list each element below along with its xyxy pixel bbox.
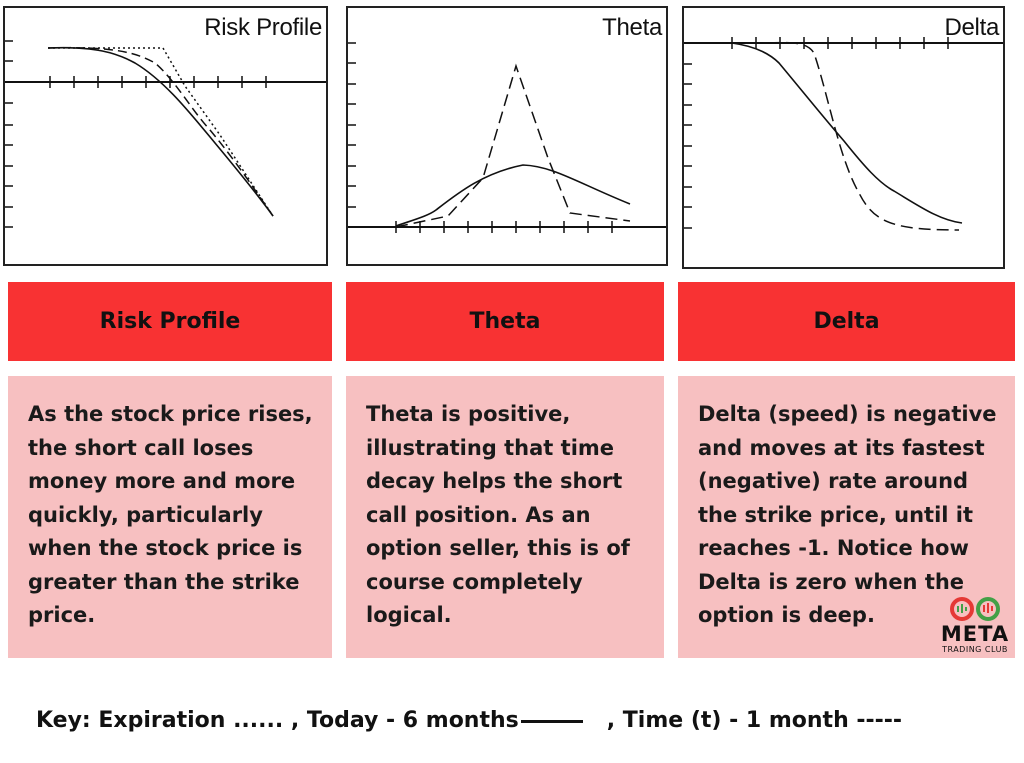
risk-profile-header: Risk Profile [8,282,332,361]
key-prefix: Key: Expiration ...... , Today - 6 month… [36,708,519,733]
theta-chart: Theta [346,6,668,266]
one-month-curve [731,41,960,231]
risk-profile-description: As the stock price rises, the short call… [8,376,332,658]
risk-profile-chart: Risk Profile [3,6,328,266]
one-month-curve [395,63,631,228]
theta-description: Theta is positive, illustrating that tim… [346,376,664,658]
theta-header: Theta [346,282,664,361]
infinity-logo-icon [950,597,1000,621]
solid-line-swatch [520,719,583,723]
theta-title: Theta [602,14,662,41]
logo-subtitle: TRADING CLUB [942,645,1008,654]
theta-plot [348,42,666,233]
delta-chart: Delta [682,6,1005,269]
key-suffix: , Time (t) - 1 month ----- [606,708,903,733]
delta-plot [684,37,1003,231]
six-months-curve [395,164,631,227]
expiration-curve [48,47,274,217]
y-ticks [684,63,692,229]
y-ticks [5,40,13,228]
meta-trading-club-logo: META TRADING CLUB [934,596,1016,656]
y-ticks [348,42,356,208]
delta-title: Delta [944,14,999,41]
one-month-curve [47,46,274,217]
risk-profile-title: Risk Profile [204,14,322,41]
legend-key: Key: Expiration ...... , Today - 6 month… [36,708,902,733]
six-months-curve [47,46,274,217]
logo-word: META [940,622,1010,646]
delta-header: Delta [678,282,1015,361]
x-ticks [49,76,267,88]
risk-profile-plot [5,40,326,228]
six-months-curve [731,42,963,224]
